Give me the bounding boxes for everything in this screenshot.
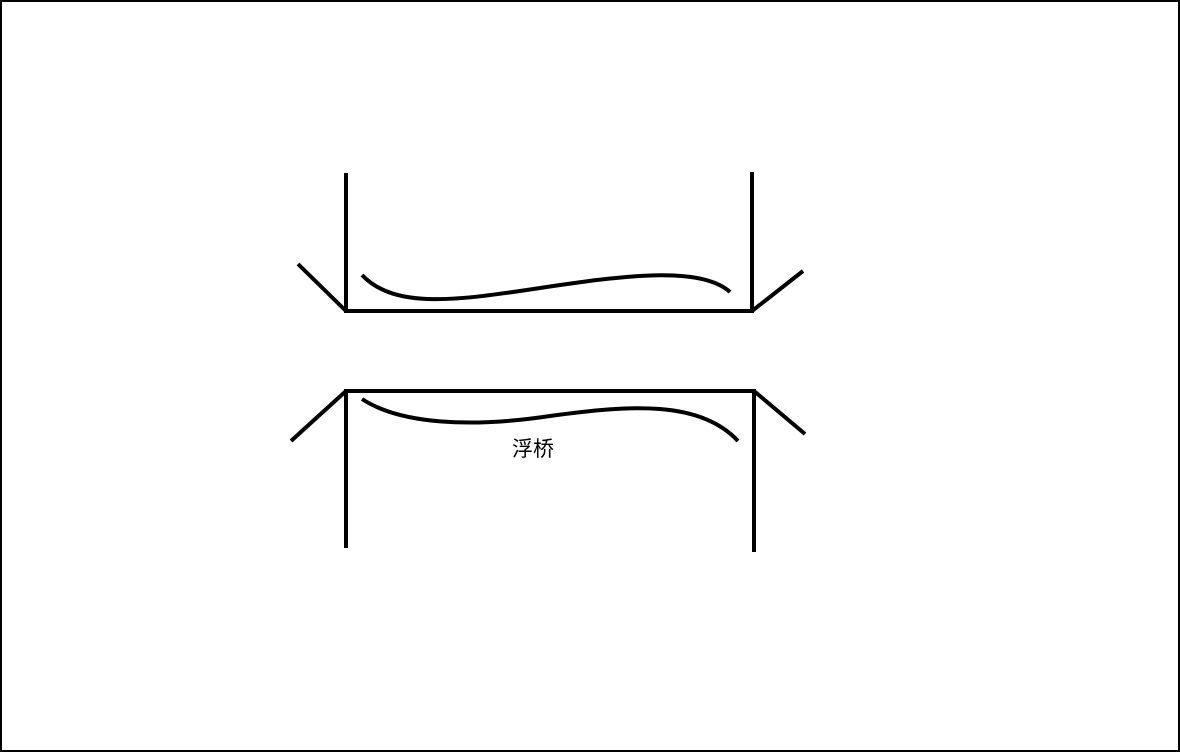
upper-water-curve bbox=[360, 273, 732, 302]
lower-water-curve bbox=[360, 397, 740, 443]
upper-left-wing bbox=[296, 262, 348, 313]
bridge-label: 浮桥 bbox=[512, 437, 554, 461]
lower-left-wing bbox=[289, 389, 348, 443]
lower-right-wing bbox=[752, 389, 807, 436]
upper-right-wing bbox=[750, 269, 805, 313]
